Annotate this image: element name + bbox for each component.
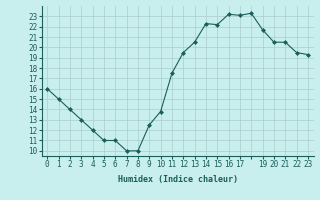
X-axis label: Humidex (Indice chaleur): Humidex (Indice chaleur) [118,175,237,184]
